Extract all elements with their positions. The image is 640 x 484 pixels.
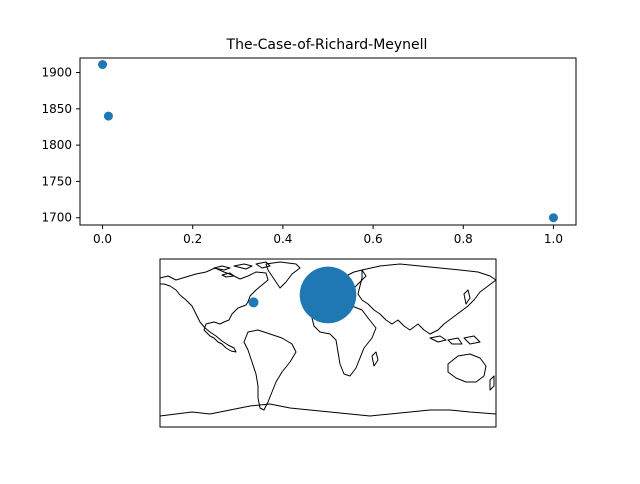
y-tick-label: 1750 (41, 174, 72, 188)
coastline-australia (447, 353, 487, 383)
coastline-asia (357, 263, 496, 335)
y-axis-ticks: 1700 1750 1800 1850 1900 (41, 66, 80, 225)
scatter-chart: The-Case-of-Richard-Meynell 0.0 0.2 0.4 0.6… (41, 37, 577, 246)
coastline-madagascar (371, 351, 379, 367)
x-tick-label: 1.0 (544, 232, 563, 246)
plot-area (80, 58, 576, 225)
map-point (248, 297, 259, 308)
coastlines (160, 261, 496, 417)
coastline-arctic-islands (213, 261, 271, 278)
coastline-greenland (265, 261, 301, 289)
x-tick-label: 0.0 (93, 232, 112, 246)
coastline-japan (463, 289, 471, 305)
coastline-new-zealand (489, 375, 495, 391)
scatter-points (98, 60, 558, 223)
coastline-africa (311, 303, 377, 377)
y-tick-label: 1900 (41, 66, 72, 80)
chart-title: The-Case-of-Richard-Meynell (226, 37, 428, 53)
coastline-south-america (243, 329, 297, 411)
x-tick-label: 0.8 (454, 232, 473, 246)
x-axis-ticks: 0.0 0.2 0.4 0.6 0.8 1.0 (93, 225, 563, 246)
scatter-point (103, 111, 113, 121)
coastline-antarctica (160, 403, 496, 417)
y-tick-label: 1850 (41, 102, 72, 116)
y-tick-label: 1700 (41, 211, 72, 225)
x-tick-label: 0.6 (364, 232, 383, 246)
map-points (248, 266, 357, 324)
coastline-indonesia (429, 335, 481, 345)
y-tick-label: 1800 (41, 138, 72, 152)
map-point (299, 266, 357, 324)
x-tick-label: 0.4 (273, 232, 292, 246)
x-tick-label: 0.2 (183, 232, 202, 246)
scatter-point (98, 60, 108, 70)
plot-frame (79, 57, 577, 226)
map-frame (159, 258, 497, 428)
world-map-chart (159, 258, 497, 428)
scatter-point (548, 213, 558, 223)
